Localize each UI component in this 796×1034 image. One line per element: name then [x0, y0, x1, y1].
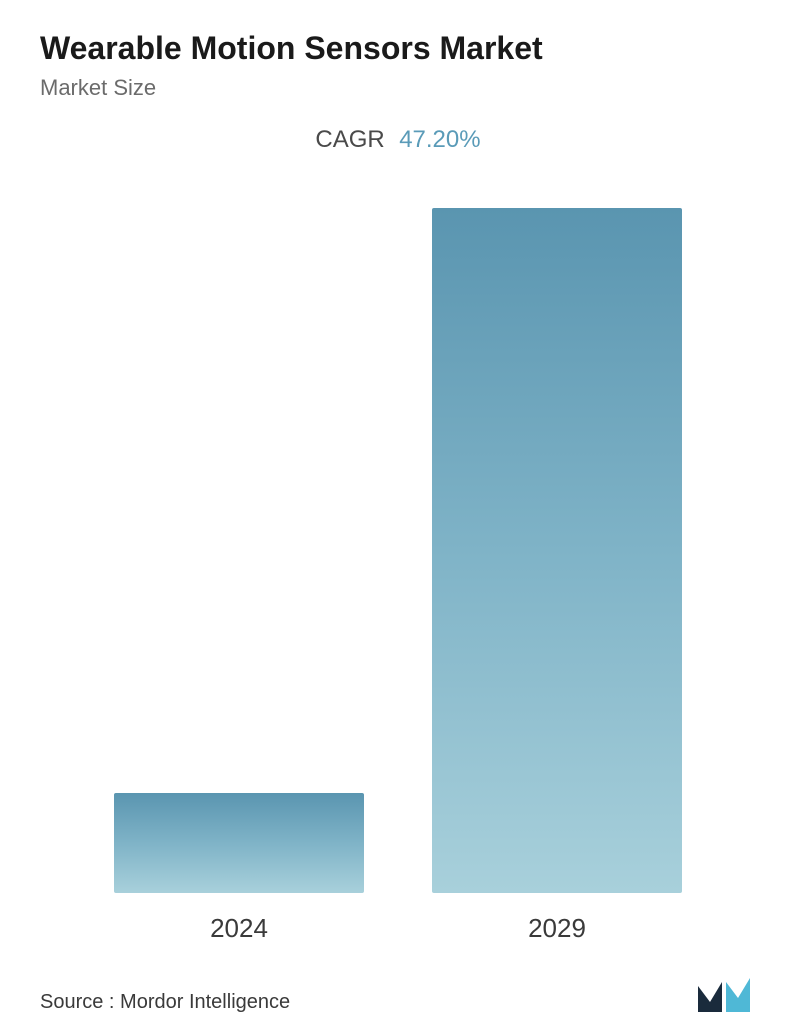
bar-label-0: 2024 — [210, 913, 268, 944]
footer: Source : Mordor Intelligence — [40, 964, 756, 1014]
cagr-label: CAGR — [315, 126, 384, 153]
chart-title: Wearable Motion Sensors Market — [40, 30, 756, 67]
logo-icon — [696, 974, 756, 1014]
cagr-container: CAGR 47.20% — [40, 126, 756, 154]
source-text: Source : Mordor Intelligence — [40, 991, 290, 1014]
bar-group-1: 2029 — [432, 208, 682, 944]
bar-1 — [432, 208, 682, 893]
bar-0 — [114, 793, 364, 893]
bar-group-0: 2024 — [114, 793, 364, 944]
chart-area: 2024 2029 — [40, 164, 756, 964]
chart-subtitle: Market Size — [40, 75, 756, 101]
bar-label-1: 2029 — [528, 913, 586, 944]
cagr-value: 47.20% — [399, 126, 480, 153]
chart-container: Wearable Motion Sensors Market Market Si… — [0, 0, 796, 1034]
